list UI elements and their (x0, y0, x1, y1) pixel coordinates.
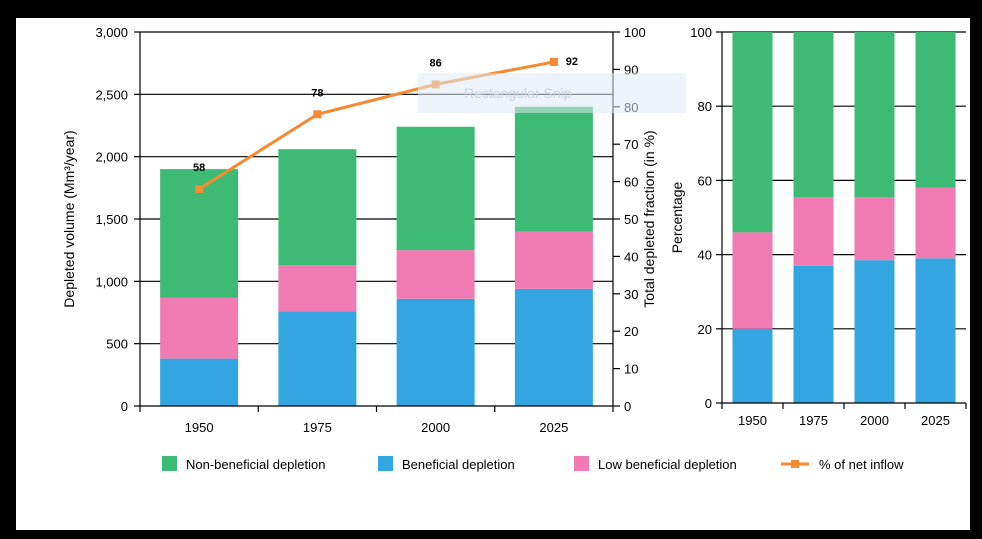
right-chart: 0 20 40 60 80 100 1950 1975 2000 2025 Percentage (669, 25, 967, 428)
secondary-y-tick-label: 50 (624, 212, 638, 227)
inflow-marker (313, 110, 322, 119)
legend-line-marker (791, 460, 799, 468)
right-bar-segment (793, 32, 834, 198)
right-x-tick-label: 2000 (860, 413, 889, 428)
left-bar-segment (278, 149, 357, 266)
inflow-marker (549, 57, 558, 66)
secondary-y-tick-label: 60 (624, 175, 638, 190)
secondary-y-tick-label: 100 (624, 25, 646, 40)
secondary-y-tick-label: 20 (624, 324, 638, 339)
right-bar-segment (793, 265, 834, 403)
right-y-tick-label: 100 (690, 25, 712, 40)
right-y-tick-label: 80 (698, 99, 712, 114)
secondary-y-tick-label: 10 (624, 362, 638, 377)
inflow-data-label: 58 (193, 162, 205, 174)
left-y-tick-label: 3,000 (95, 25, 128, 40)
legend-label: Low beneficial depletion (598, 457, 737, 472)
right-x-tick-label: 1950 (738, 413, 767, 428)
secondary-y-tick-label: 0 (624, 399, 631, 414)
left-bar-segment (514, 231, 593, 289)
legend-label: % of net inflow (819, 457, 904, 472)
inflow-data-label: 78 (311, 87, 323, 99)
snip-overlay: Rectangular Snip (418, 73, 686, 113)
left-x-tick-label: 2025 (539, 420, 568, 435)
left-bar-segment (160, 358, 239, 406)
left-bar-segment (396, 250, 475, 299)
left-bar-segment (278, 311, 357, 406)
left-y-axis-title: Depleted volume (Mm³/year) (61, 130, 77, 307)
inflow-data-label: 86 (430, 57, 442, 69)
legend-label: Non-beneficial depletion (186, 457, 325, 472)
secondary-y-tick-label: 70 (624, 137, 638, 152)
right-bar-segment (854, 197, 895, 261)
right-y-tick-label: 60 (698, 173, 712, 188)
right-y-tick-label: 40 (698, 248, 712, 263)
right-bar-segment (732, 328, 773, 403)
left-y-tick-label: 500 (106, 337, 128, 352)
left-y-tick-label: 1,000 (95, 274, 128, 289)
inflow-marker (195, 185, 204, 194)
left-bar-segment (514, 106, 593, 232)
right-bar-segment (793, 197, 834, 266)
left-y-tick-label: 2,000 (95, 150, 128, 165)
right-bar-segment (915, 187, 956, 259)
right-y-axis-title: Percentage (669, 181, 685, 253)
right-bar-segment (854, 32, 895, 198)
legend-swatch (378, 456, 393, 471)
figure-svg: 05001,0001,5002,0002,5003,00001020304050… (61, 25, 967, 472)
legend-label: Beneficial depletion (402, 457, 515, 472)
right-x-tick-label: 1975 (799, 413, 828, 428)
legend: Non-beneficial depletion Beneficial deple… (162, 456, 904, 472)
left-y-tick-label: 1,500 (95, 212, 128, 227)
left-bar-segment (396, 126, 475, 251)
secondary-y-tick-label: 30 (624, 287, 638, 302)
left-y-tick-label: 2,500 (95, 87, 128, 102)
right-y-tick-label: 0 (705, 396, 712, 411)
left-y-tick-label: 0 (121, 399, 128, 414)
secondary-y-axis-title: Total depleted fraction (in %) (641, 130, 657, 307)
snip-overlay-text: Rectangular Snip (464, 85, 572, 101)
left-bar-segment (514, 288, 593, 406)
right-bar-segment (915, 258, 956, 403)
right-bar-segment (854, 260, 895, 403)
left-bar-segment (396, 298, 475, 406)
right-bar-segment (915, 32, 956, 188)
left-bar-segment (160, 297, 239, 359)
left-x-tick-label: 1975 (303, 420, 332, 435)
legend-swatch (574, 456, 589, 471)
right-x-tick-label: 2025 (921, 413, 950, 428)
left-bar-segment (278, 265, 357, 312)
left-x-tick-label: 2000 (421, 420, 450, 435)
right-y-tick-label: 20 (698, 322, 712, 337)
snip-overlay-box (418, 73, 686, 113)
right-bar-segment (732, 232, 773, 329)
left-chart: 0 500 1,000 1,500 2,000 2,500 3,000 0 10 20 30 40 50… (61, 25, 657, 435)
secondary-y-tick-label: 40 (624, 249, 638, 264)
inflow-data-label: 92 (566, 56, 578, 68)
right-bar-segment (732, 32, 773, 233)
left-x-tick-label: 1950 (185, 420, 214, 435)
legend-swatch (162, 456, 177, 471)
chart-panel: 0 500 1,000 1,500 2,000 2,500 3,000 0 10 20 30 40 50… (16, 18, 970, 530)
